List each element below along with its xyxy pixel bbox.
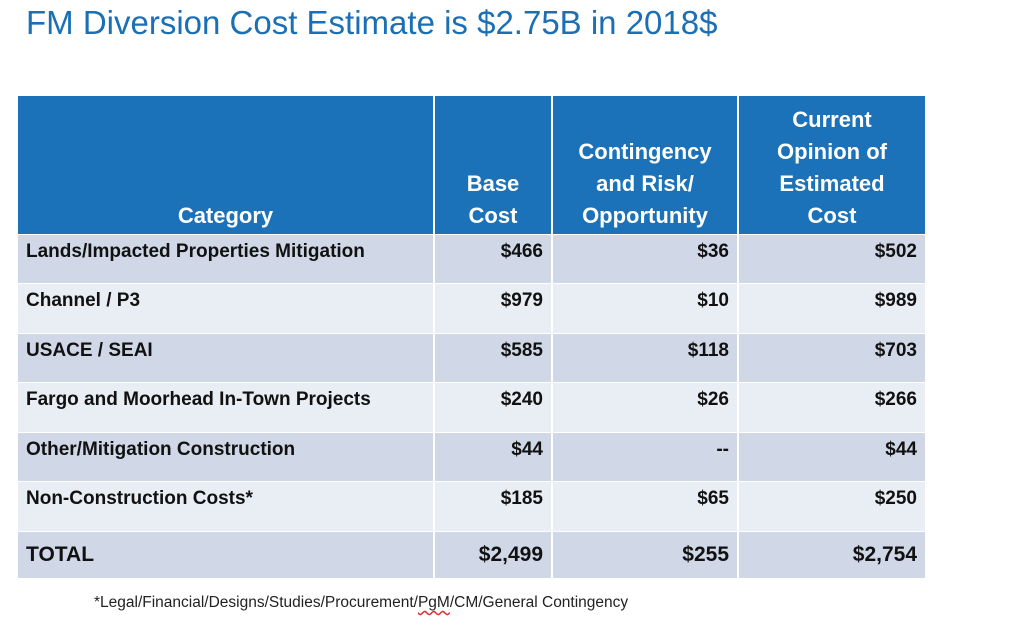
cell-estimated-cost: $266 <box>738 382 925 432</box>
header-base-cost: Base Cost <box>434 96 553 234</box>
cell-category: Fargo and Moorhead In-Town Projects <box>18 382 435 432</box>
header-contingency-line: Contingency <box>578 138 712 164</box>
cell-base-cost: $466 <box>434 233 553 284</box>
cell-contingency: $118 <box>552 332 739 383</box>
table-header-row: Category Base Cost Contingency and Risk/… <box>18 96 925 234</box>
table-row: Non-Construction Costs* $185 $65 $250 <box>18 481 925 531</box>
footnote: *Legal/Financial/Designs/Studies/Procure… <box>94 594 628 612</box>
header-category: Category <box>18 96 435 234</box>
cell-estimated-cost: $502 <box>738 233 925 284</box>
table-row: Channel / P3 $979 $10 $989 <box>18 283 925 333</box>
footnote-spellcheck-word: PgM <box>417 594 450 611</box>
cell-category: Non-Construction Costs* <box>18 481 435 531</box>
table-total-row: TOTAL $2,499 $255 $2,754 <box>18 530 925 578</box>
header-contingency-line: Opportunity <box>582 202 708 228</box>
header-contingency-line: and Risk/ <box>596 170 694 196</box>
header-estimated-cost-line: Estimated <box>779 170 885 196</box>
header-estimated-cost-line: Current <box>792 106 872 132</box>
total-label: TOTAL <box>18 530 435 578</box>
cell-category: USACE / SEAI <box>18 332 435 383</box>
header-category-line: Category <box>177 202 274 228</box>
header-estimated-cost-line: Cost <box>807 202 857 228</box>
cell-category: Other/Mitigation Construction <box>18 431 435 482</box>
slide-title: FM Diversion Cost Estimate is $2.75B in … <box>26 4 718 41</box>
cell-contingency: $26 <box>552 382 739 432</box>
cost-estimate-table: Category Base Cost Contingency and Risk/… <box>18 96 925 578</box>
cell-base-cost: $44 <box>434 431 553 482</box>
footnote-text-before: *Legal/Financial/Designs/Studies/Procure… <box>94 594 418 611</box>
cell-estimated-cost: $989 <box>738 283 925 333</box>
cell-category: Lands/Impacted Properties Mitigation <box>18 233 435 284</box>
table-row: USACE / SEAI $585 $118 $703 <box>18 332 925 383</box>
cell-contingency: $65 <box>552 481 739 531</box>
cell-estimated-cost: $703 <box>738 332 925 383</box>
total-estimated-cost: $2,754 <box>738 530 925 578</box>
header-base-cost-line: Base <box>466 170 520 196</box>
header-estimated-cost-line: Opinion of <box>777 138 887 164</box>
total-base-cost: $2,499 <box>434 530 553 578</box>
cell-contingency: $36 <box>552 233 739 284</box>
cell-category: Channel / P3 <box>18 283 435 333</box>
header-base-cost-line: Cost <box>468 202 518 228</box>
header-contingency: Contingency and Risk/ Opportunity <box>552 96 739 234</box>
cell-base-cost: $240 <box>434 382 553 432</box>
cell-estimated-cost: $250 <box>738 481 925 531</box>
total-contingency: $255 <box>552 530 739 578</box>
table-row: Fargo and Moorhead In-Town Projects $240… <box>18 382 925 432</box>
table-row: Lands/Impacted Properties Mitigation $46… <box>18 233 925 284</box>
cell-base-cost: $979 <box>434 283 553 333</box>
cell-base-cost: $185 <box>434 481 553 531</box>
header-estimated-cost: Current Opinion of Estimated Cost <box>738 96 925 234</box>
footnote-text-after: /CM/General Contingency <box>449 594 629 611</box>
cell-contingency: -- <box>552 431 739 482</box>
cell-contingency: $10 <box>552 283 739 333</box>
table-row: Other/Mitigation Construction $44 -- $44 <box>18 431 925 482</box>
cell-estimated-cost: $44 <box>738 431 925 482</box>
cell-base-cost: $585 <box>434 332 553 383</box>
